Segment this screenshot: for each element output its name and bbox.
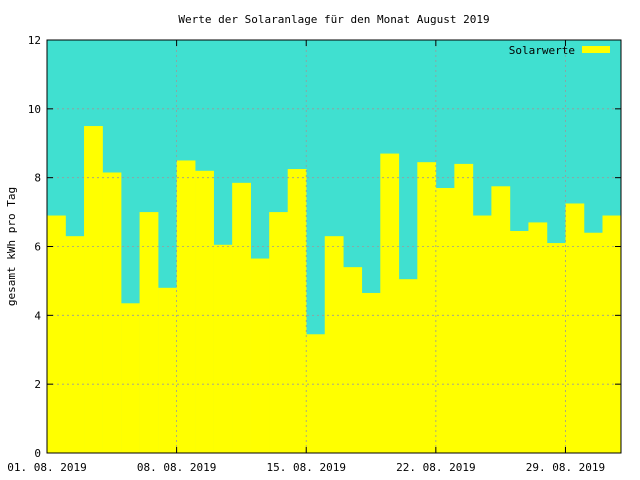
bar-day-1	[47, 215, 66, 453]
bar-day-14	[287, 169, 307, 453]
bar-day-23	[454, 163, 474, 453]
y-tick-label: 6	[34, 241, 41, 254]
bar-day-12	[250, 258, 270, 453]
bar-day-15	[306, 334, 326, 453]
bar-day-24	[472, 215, 492, 453]
bar-day-16	[324, 236, 344, 453]
bar-day-6	[139, 212, 159, 453]
bar-day-26	[509, 231, 529, 453]
y-tick-label: 4	[34, 309, 41, 322]
y-tick-label: 8	[34, 172, 41, 185]
x-tick-label: 22. 08. 2019	[396, 461, 475, 474]
bar-day-20	[398, 279, 418, 453]
bar-day-8	[176, 160, 196, 454]
legend: Solarwerte	[509, 44, 610, 57]
y-tick-label: 12	[28, 34, 41, 47]
bar-day-29	[565, 203, 585, 453]
bar-day-19	[380, 153, 400, 453]
y-tick-label: 0	[34, 447, 41, 460]
legend-swatch	[582, 46, 610, 53]
bar-day-10	[213, 244, 233, 453]
bar-day-17	[343, 267, 363, 453]
bar-day-28	[546, 243, 566, 453]
bar-day-9	[195, 170, 214, 454]
bar-day-4	[102, 172, 122, 454]
bar-day-25	[491, 186, 511, 454]
bar-day-11	[232, 182, 251, 453]
bar-day-27	[528, 222, 548, 453]
bar-day-22	[435, 187, 455, 453]
y-tick-label: 10	[28, 103, 41, 116]
bar-day-30	[583, 232, 603, 453]
bar-day-2	[65, 236, 85, 453]
bar-day-31	[602, 215, 622, 453]
x-tick-label: 01. 08. 2019	[7, 461, 86, 474]
bar-day-7	[158, 287, 177, 453]
bar-day-21	[417, 162, 437, 453]
bar-day-3	[84, 126, 103, 454]
y-tick-label: 2	[34, 378, 41, 391]
legend-label: Solarwerte	[509, 44, 575, 57]
x-tick-label: 29. 08. 2019	[526, 461, 605, 474]
chart-title: Werte der Solaranlage für den Monat Augu…	[178, 13, 489, 26]
bar-day-5	[121, 303, 140, 453]
y-axis-label: gesamt kWh pro Tag	[5, 187, 18, 306]
bar-day-13	[269, 212, 289, 453]
bar-day-18	[361, 292, 381, 453]
x-tick-label: 08. 08. 2019	[137, 461, 216, 474]
x-tick-label: 15. 08. 2019	[266, 461, 345, 474]
